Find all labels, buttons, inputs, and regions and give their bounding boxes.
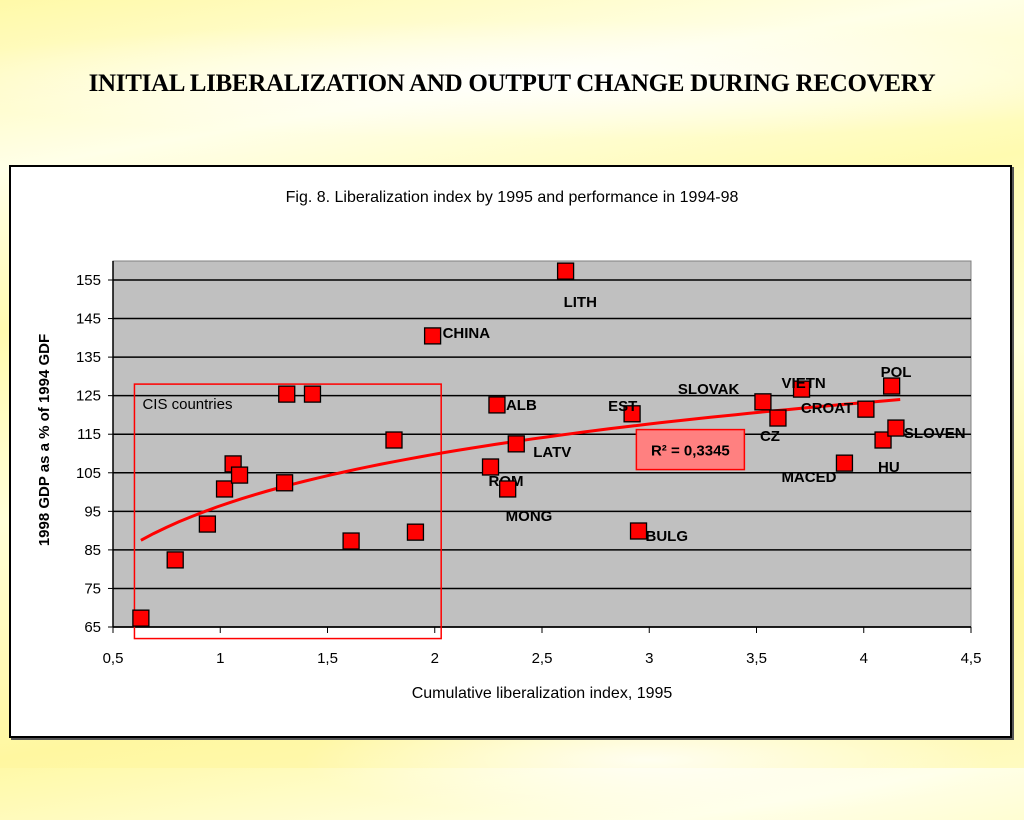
point-label: CHINA bbox=[443, 325, 491, 342]
data-point bbox=[385, 431, 403, 449]
data-point bbox=[278, 385, 296, 403]
r-squared-label: R² = 0,3345 bbox=[651, 443, 730, 460]
x-tick-label: 2,5 bbox=[532, 650, 553, 667]
y-tick-label: 75 bbox=[84, 580, 101, 597]
point-label: LATV bbox=[533, 444, 571, 461]
slide-title: INITIAL LIBERALIZATION AND OUTPUT CHANGE… bbox=[88, 70, 936, 97]
data-point bbox=[342, 532, 360, 550]
point-label: LITH bbox=[564, 294, 597, 311]
point-label: CROAT bbox=[801, 400, 853, 417]
data-point bbox=[507, 435, 525, 453]
y-tick-label: 125 bbox=[76, 388, 101, 405]
y-tick-label: 85 bbox=[84, 542, 101, 559]
x-tick-label: 1,5 bbox=[317, 650, 338, 667]
x-tick-label: 4,5 bbox=[961, 650, 982, 667]
cis-countries-label: CIS countries bbox=[142, 396, 232, 413]
y-axis-title: 1998 GDP as a % of 1994 GDF bbox=[36, 334, 53, 546]
data-point bbox=[874, 431, 892, 449]
background-swoosh bbox=[0, 20, 1024, 140]
data-point bbox=[556, 262, 575, 280]
point-label: VIETN bbox=[782, 375, 826, 392]
data-point bbox=[488, 396, 506, 414]
point-label: POL bbox=[881, 364, 912, 381]
cis-countries-box bbox=[133, 383, 442, 640]
x-tick-label: 4 bbox=[860, 650, 868, 667]
scatter-chart: Fig. 8. Liberalization index by 1995 and… bbox=[36, 189, 982, 702]
chart-title: Fig. 8. Liberalization index by 1995 and… bbox=[286, 189, 739, 206]
x-axis-title: Cumulative liberalization index, 1995 bbox=[412, 685, 673, 702]
point-label: HU bbox=[878, 459, 900, 476]
point-label: CZ bbox=[760, 428, 780, 445]
data-point bbox=[499, 480, 517, 498]
data-point bbox=[215, 480, 234, 498]
data-point bbox=[629, 522, 648, 540]
plot-area bbox=[112, 260, 972, 628]
data-point bbox=[857, 400, 875, 418]
x-tick-label: 3,5 bbox=[746, 650, 767, 667]
y-tick-label: 105 bbox=[76, 465, 101, 482]
data-point bbox=[406, 523, 425, 541]
data-point bbox=[623, 405, 641, 423]
x-tick-label: 0,5 bbox=[103, 650, 124, 667]
point-label: MONG bbox=[506, 508, 553, 525]
data-point bbox=[230, 466, 249, 484]
point-label: SLOVAK bbox=[678, 381, 740, 398]
y-tick-label: 65 bbox=[84, 619, 101, 636]
y-tick-label: 135 bbox=[76, 349, 101, 366]
data-point bbox=[882, 377, 901, 395]
x-tick-label: 2 bbox=[431, 650, 439, 667]
point-label: MACED bbox=[781, 469, 836, 486]
data-point bbox=[275, 474, 294, 492]
y-tick-label: 95 bbox=[84, 503, 101, 520]
point-label: EST bbox=[608, 398, 637, 415]
data-point bbox=[835, 454, 854, 472]
data-point bbox=[769, 409, 787, 427]
data-point bbox=[423, 327, 442, 345]
x-tick-label: 1 bbox=[216, 650, 224, 667]
y-tick-label: 145 bbox=[76, 311, 101, 328]
point-label: ALB bbox=[506, 397, 537, 414]
data-point bbox=[481, 458, 500, 476]
data-point bbox=[303, 385, 322, 403]
data-point bbox=[166, 551, 184, 569]
point-label: BULG bbox=[646, 528, 689, 545]
y-tick-label: 115 bbox=[77, 426, 101, 443]
point-label: SLOVEN bbox=[904, 425, 966, 442]
data-point bbox=[132, 609, 150, 627]
y-tick-label: 155 bbox=[76, 272, 101, 289]
data-point bbox=[887, 419, 905, 437]
x-tick-label: 3 bbox=[645, 650, 653, 667]
data-point bbox=[754, 393, 772, 411]
r-squared-box bbox=[635, 428, 746, 471]
data-point bbox=[198, 515, 217, 533]
data-point bbox=[792, 380, 811, 398]
